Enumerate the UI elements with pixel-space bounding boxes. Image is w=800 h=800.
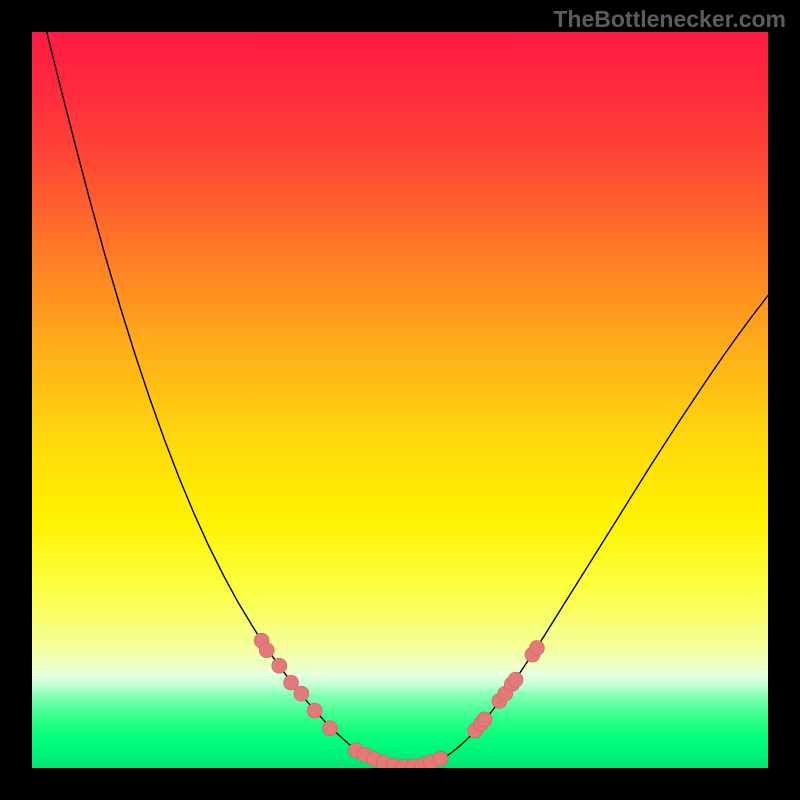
plot-area — [32, 32, 768, 768]
data-marker — [294, 686, 309, 701]
data-marker — [323, 721, 338, 736]
data-marker — [529, 641, 544, 656]
data-marker — [272, 658, 287, 673]
plot-svg — [32, 32, 768, 768]
data-marker — [433, 751, 448, 766]
gradient-background — [32, 32, 768, 768]
data-marker — [477, 712, 492, 727]
chart-container: TheBottlenecker.com — [0, 0, 800, 800]
data-marker — [307, 703, 322, 718]
watermark-text: TheBottlenecker.com — [553, 6, 786, 33]
data-marker — [508, 672, 523, 687]
data-marker — [259, 643, 274, 658]
